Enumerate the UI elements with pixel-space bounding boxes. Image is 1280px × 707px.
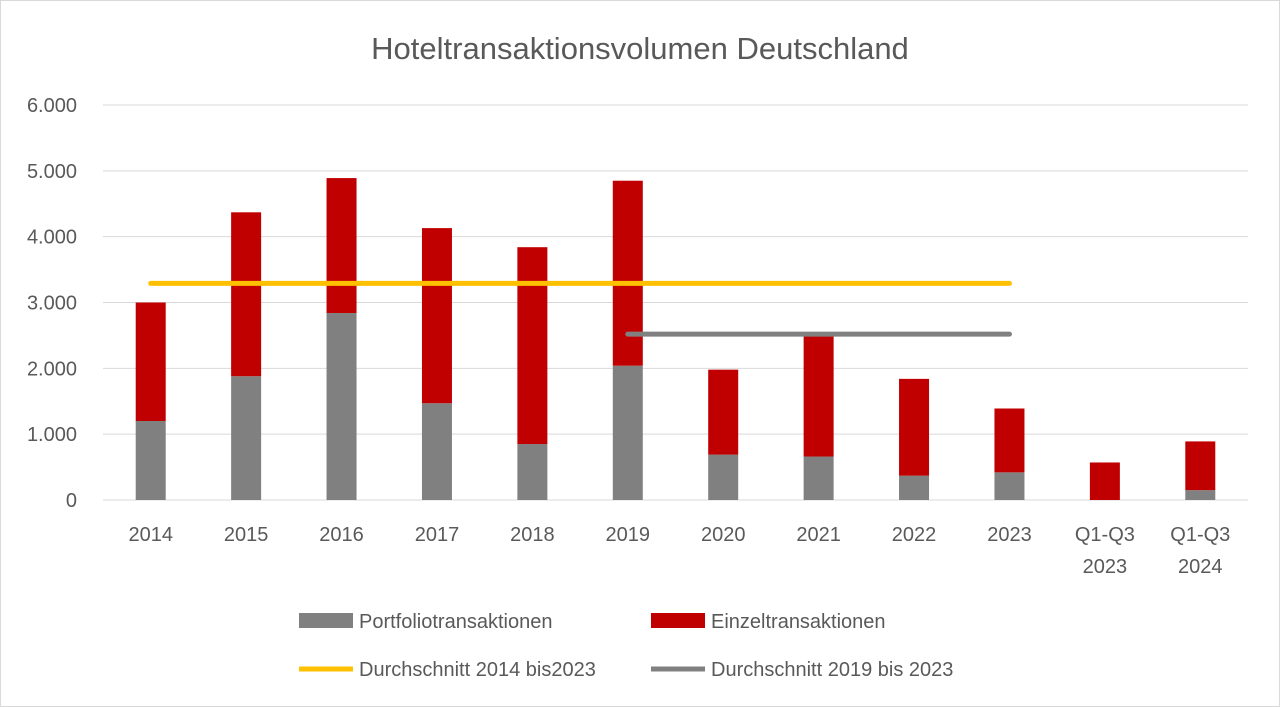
y-tick-label: 0	[66, 490, 77, 512]
y-tick-label: 5.000	[27, 161, 77, 183]
y-tick-label: 2.000	[27, 358, 77, 380]
x-tick-label: 2021	[796, 524, 841, 546]
x-tick-label: 2018	[510, 524, 555, 546]
x-tick-label: 2015	[224, 524, 269, 546]
bar-portfolio	[708, 454, 739, 500]
legend-label-average-2014-2023: Durchschnitt 2014 bis2023	[359, 659, 596, 681]
bar-portfolio	[421, 403, 452, 500]
bar-portfolio	[612, 365, 643, 500]
bar-portfolio	[994, 472, 1025, 500]
x-tick-label: 2016	[319, 524, 364, 546]
bar-portfolio	[803, 456, 834, 500]
bar-einzel	[994, 408, 1025, 473]
bar-portfolio	[135, 421, 166, 500]
x-tick-label: Q1-Q3 2023	[1075, 524, 1135, 578]
bar-portfolio	[899, 475, 930, 500]
x-tick-label: 2014	[128, 524, 173, 546]
bar-einzel	[326, 178, 357, 314]
x-tick-label: 2019	[606, 524, 651, 546]
bar-einzel	[1089, 462, 1120, 500]
x-tick-label: Q1-Q3 2024	[1170, 524, 1230, 578]
chart-title: Hoteltransaktionsvolumen Deutschland	[371, 31, 909, 66]
x-tick-label: 2017	[415, 524, 460, 546]
bar-einzel	[231, 212, 262, 377]
bar-einzel	[899, 378, 930, 476]
bar-einzel	[517, 247, 548, 445]
bar-einzel	[421, 228, 452, 404]
bar-einzel	[708, 369, 739, 455]
y-tick-label: 6.000	[27, 95, 77, 117]
legend-label-einzel: Einzeltransaktionen	[711, 611, 886, 633]
bar-einzel	[803, 336, 834, 457]
y-tick-label: 1.000	[27, 424, 77, 446]
x-tick-label: 2022	[892, 524, 937, 546]
bar-einzel	[135, 302, 166, 421]
y-tick-label: 3.000	[27, 293, 77, 315]
bar-portfolio	[1185, 490, 1216, 500]
x-tick-label: 2023	[987, 524, 1032, 546]
legend-label-portfolio: Portfoliotransaktionen	[359, 611, 552, 633]
legend-label-average-2019-2023: Durchschnitt 2019 bis 2023	[711, 659, 953, 681]
bar-portfolio	[231, 376, 262, 500]
bar-einzel	[612, 180, 643, 366]
legend-swatch-portfolio	[299, 613, 353, 628]
bar-einzel	[1185, 441, 1216, 491]
y-tick-label: 4.000	[27, 227, 77, 249]
bar-portfolio	[326, 313, 357, 500]
legend-swatch-einzel	[651, 613, 705, 628]
x-tick-label: 2020	[701, 524, 746, 546]
bar-portfolio	[517, 444, 548, 500]
